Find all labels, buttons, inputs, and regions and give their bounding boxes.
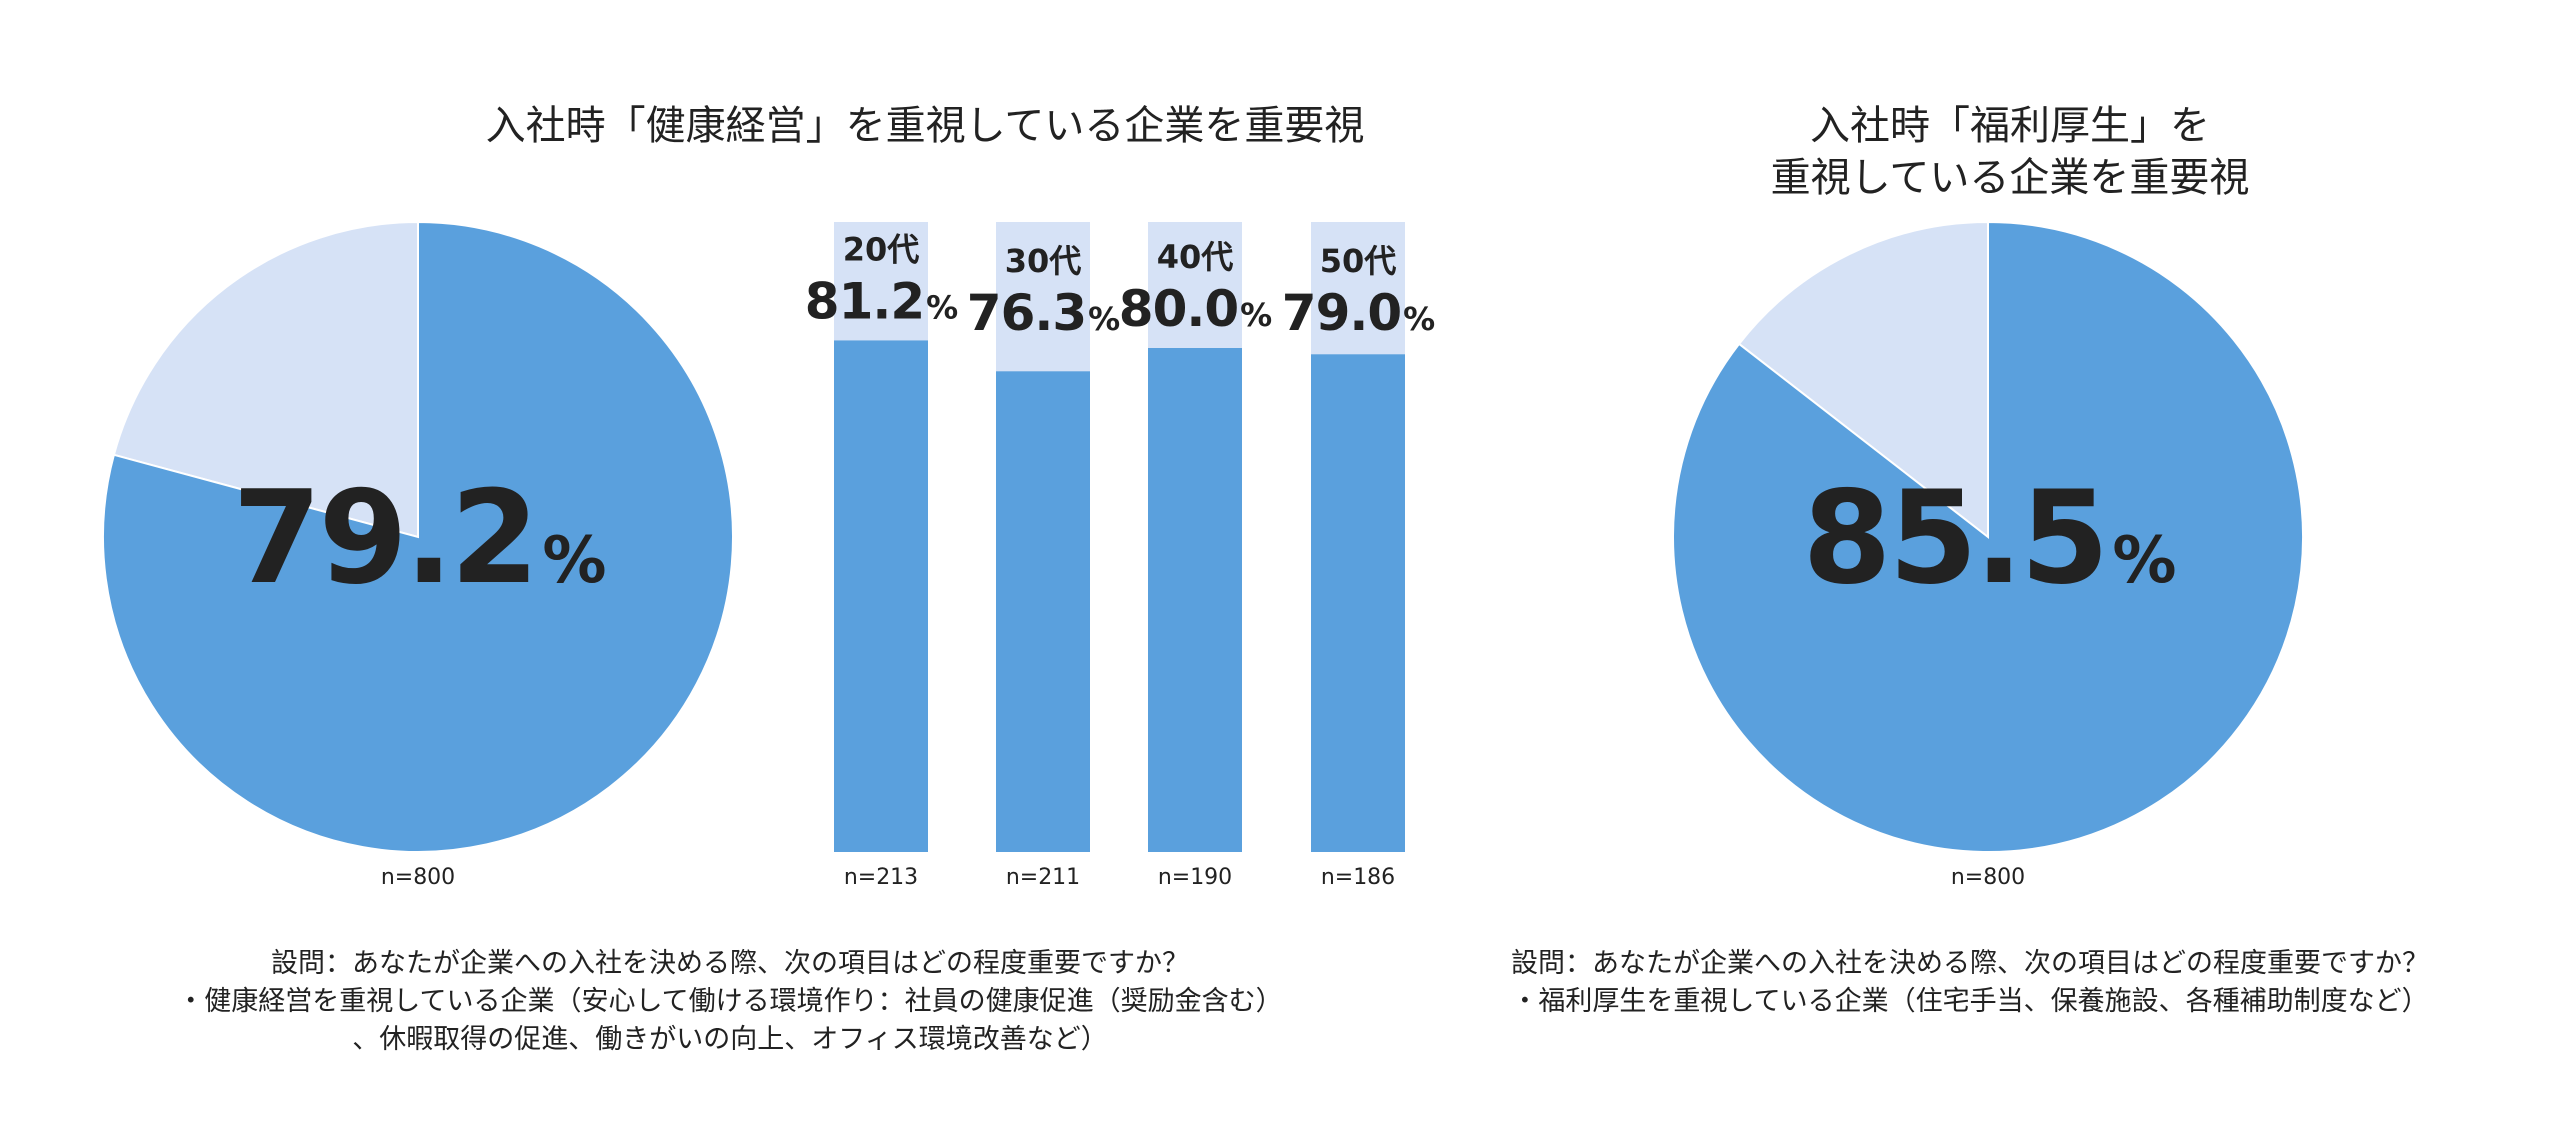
bar [1148, 348, 1242, 852]
bar-category-label: 20代 [843, 230, 920, 268]
pie-n-label: n=800 [381, 865, 455, 890]
right-chart-title: 入社時「福利厚生」を 重視している企業を重要視 [1560, 100, 2460, 204]
right-survey-note: 設問：あなたが企業への入社を決める際、次の項目はどの程度重要ですか？ ・福利厚生… [1420, 945, 2520, 1021]
pie-slice-rest [112, 220, 419, 539]
bar-value-label: 76.3% [967, 284, 1120, 342]
left-note-line-2: ・健康経営を重視している企業（安心して働ける環境作り：社員の健康促進（奨励金含む… [177, 986, 1283, 1017]
bar-value-label: 79.0% [1282, 284, 1435, 342]
bar [996, 371, 1090, 852]
left-survey-note: 設問：あなたが企業への入社を決める際、次の項目はどの程度重要ですか？ ・健康経営… [120, 945, 1340, 1059]
bar-value-label: 81.2% [805, 272, 958, 330]
bar [1311, 354, 1405, 852]
bar-category-label: 40代 [1157, 238, 1234, 276]
left-chart-title: 入社時「健康経営」を重視している企業を重要視 [150, 100, 1700, 152]
left-note-line-3: 、休暇取得の促進、働きがいの向上、オフィス環境改善など） [352, 1024, 1108, 1055]
bar-n-label: n=211 [1006, 865, 1080, 890]
bar-category-label: 50代 [1320, 242, 1397, 280]
bar-chart-by-age: 20代 81.2% n=213 30代 76.3% n=211 40代 80.0% n=190 5… [805, 222, 1436, 890]
pie-value-unit: % [542, 524, 605, 598]
pie-value-label: 85.5% [1803, 464, 2176, 613]
pie-n-label: n=800 [1951, 865, 2025, 890]
pie-value-number: 85.5 [1803, 464, 2107, 613]
pie-value-label: 79.2% [233, 464, 606, 613]
bar-value-label: 80.0% [1119, 280, 1272, 338]
right-title-line-1: 入社時「福利厚生」を [1810, 103, 2210, 149]
bar [834, 340, 928, 852]
pie-value-unit: % [2112, 524, 2175, 598]
pie-value-number: 79.2 [233, 464, 537, 613]
pie-chart-health-management: 79.2% n=800 [102, 220, 734, 890]
pie-chart-welfare: 85.5% n=800 [1672, 220, 2304, 890]
pie-slice-main [1672, 220, 2304, 853]
left-title-text: 入社時「健康経営」を重視している企業を重要視 [485, 103, 1365, 149]
pie-slice-main [102, 220, 734, 853]
bar-n-label: n=186 [1321, 865, 1395, 890]
right-note-line-1: 設問：あなたが企業への入社を決める際、次の項目はどの程度重要ですか？ [1511, 948, 2429, 979]
left-note-line-1: 設問：あなたが企業への入社を決める際、次の項目はどの程度重要ですか？ [271, 948, 1189, 979]
right-title-line-2: 重視している企業を重要視 [1770, 155, 2250, 201]
bar-n-label: n=213 [844, 865, 918, 890]
bar-n-label: n=190 [1158, 865, 1232, 890]
bar-category-label: 30代 [1005, 242, 1082, 280]
right-note-line-2: ・福利厚生を重視している企業（住宅手当、保養施設、各種補助制度など） [1511, 986, 2429, 1017]
pie-slice-rest [1737, 220, 1989, 540]
